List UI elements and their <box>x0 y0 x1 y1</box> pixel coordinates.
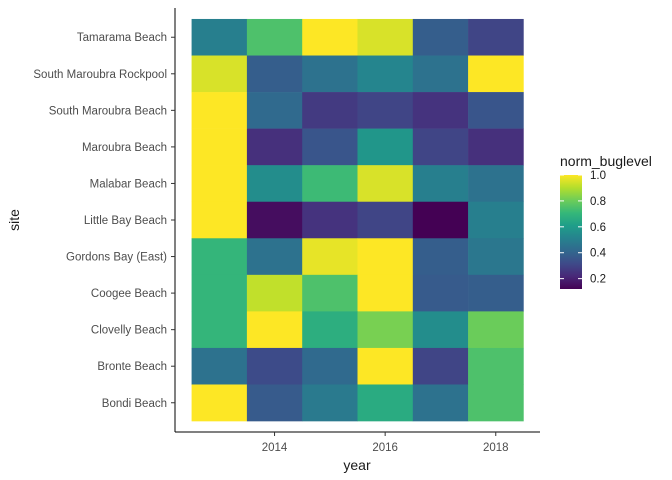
heatmap-cell <box>468 18 524 56</box>
heatmap-cell <box>191 55 248 93</box>
heatmap-cell <box>302 347 358 385</box>
heatmap-cell <box>357 55 414 93</box>
y-tick-label: Maroubra Beach <box>82 142 167 154</box>
heatmap-cell <box>191 128 248 166</box>
legend-colorbar <box>560 175 582 289</box>
x-tick-label: 2014 <box>262 442 288 454</box>
heatmap-cell <box>191 384 248 422</box>
y-tick-label: Coogee Beach <box>91 288 167 300</box>
heatmap-cell <box>246 274 303 312</box>
y-tick-label: South Maroubra Rockpool <box>33 69 167 81</box>
heatmap-cell <box>357 238 414 276</box>
heatmap-cell <box>412 92 469 129</box>
heatmap-cell <box>246 384 303 422</box>
legend-tick-label: 0.4 <box>590 248 607 260</box>
heatmap-cell <box>357 311 414 349</box>
heatmap-cell <box>468 165 524 203</box>
heatmap-cell <box>246 18 303 56</box>
heatmap-cell <box>246 347 303 385</box>
x-tick-label: 2016 <box>372 442 398 454</box>
x-axis-title: year <box>343 457 371 473</box>
heatmap-cell <box>302 92 358 129</box>
heatmap-cell <box>302 384 358 422</box>
y-tick-label: Clovelly Beach <box>91 325 167 337</box>
heatmap-cell <box>412 18 469 56</box>
legend: norm_buglevel 0.2 0.4 0.6 0.8 1.0 <box>560 153 652 289</box>
y-tick-label: Bronte Beach <box>97 361 167 373</box>
heatmap-cell <box>412 274 469 312</box>
heatmap-cell <box>302 311 358 349</box>
heatmap-cell <box>302 55 358 93</box>
x-axis-ticks: 2014 2016 2018 <box>262 432 509 454</box>
heatmap-cell <box>357 347 414 385</box>
heatmap-cell <box>246 128 303 166</box>
heatmap-cell <box>246 165 303 203</box>
y-tick-label: Gordons Bay (East) <box>66 252 167 264</box>
heatmap-cell <box>357 165 414 203</box>
heatmap-cell <box>357 384 414 422</box>
heatmap-cell <box>191 311 248 349</box>
heatmap-cell <box>468 238 524 276</box>
heatmap-cell <box>246 55 303 93</box>
heatmap-cell <box>357 92 414 129</box>
heatmap-cell <box>191 238 248 276</box>
heatmap-cell <box>302 18 358 56</box>
heatmap-cell <box>246 238 303 276</box>
heatmap-cell <box>412 55 469 93</box>
heatmap-cell <box>246 201 303 239</box>
y-tick-label: Little Bay Beach <box>84 215 167 227</box>
heatmap-cell <box>246 92 303 129</box>
heatmap-cell <box>468 201 524 239</box>
heatmap-cell <box>302 128 358 166</box>
legend-ticks: 0.2 0.4 0.6 0.8 1.0 <box>560 170 607 286</box>
heatmap-cells <box>191 18 524 422</box>
heatmap-cell <box>302 165 358 203</box>
heatmap-cell <box>191 165 248 203</box>
legend-tick-label: 0.2 <box>590 274 606 286</box>
x-tick-label: 2018 <box>483 442 509 454</box>
heatmap-cell <box>468 92 524 129</box>
heatmap-cell <box>412 384 469 422</box>
legend-tick-label: 0.6 <box>590 222 606 234</box>
heatmap-cell <box>191 201 248 239</box>
heatmap-cell <box>302 238 358 276</box>
legend-tick-label: 0.8 <box>590 196 606 208</box>
heatmap-cell <box>412 311 469 349</box>
heatmap-cell <box>412 128 469 166</box>
heatmap-cell <box>191 347 248 385</box>
heatmap-cell <box>468 128 524 166</box>
heatmap-cell <box>191 18 248 56</box>
heatmap-cell <box>468 274 524 312</box>
heatmap-cell <box>191 274 248 312</box>
heatmap-cell <box>412 201 469 239</box>
heatmap-cell <box>302 274 358 312</box>
heatmap-cell <box>357 18 414 56</box>
heatmap-cell <box>357 128 414 166</box>
heatmap-cell <box>412 238 469 276</box>
heatmap-cell <box>412 347 469 385</box>
heatmap-cell <box>468 311 524 349</box>
heatmap-cell <box>468 347 524 385</box>
y-tick-label: Malabar Beach <box>90 178 167 190</box>
y-tick-label: Tamarama Beach <box>77 32 167 44</box>
y-axis-title: site <box>6 209 22 231</box>
heatmap-cell <box>357 201 414 239</box>
heatmap-cell <box>246 311 303 349</box>
legend-tick-label: 1.0 <box>590 170 606 182</box>
heatmap-cell <box>191 92 248 129</box>
heatmap-cell <box>468 384 524 422</box>
heatmap-cell <box>302 201 358 239</box>
heatmap-cell <box>412 165 469 203</box>
heatmap-cell <box>357 274 414 312</box>
y-axis-ticks: Tamarama Beach South Maroubra Rockpool Sou… <box>33 32 175 410</box>
heatmap-cell <box>468 55 524 93</box>
legend-title: norm_buglevel <box>560 153 652 169</box>
y-tick-label: South Maroubra Beach <box>49 105 167 117</box>
y-tick-label: Bondi Beach <box>102 398 167 410</box>
